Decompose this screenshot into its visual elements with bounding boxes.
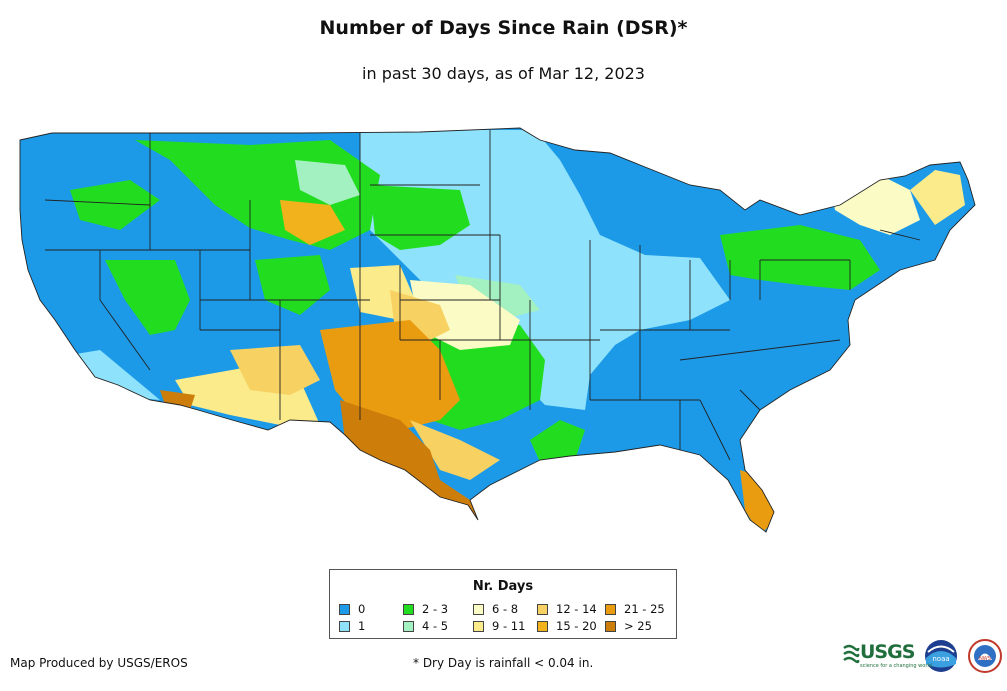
legend-item-21-25: 21 - 25	[605, 602, 665, 616]
legend-label: 21 - 25	[624, 602, 665, 616]
nws-logo-icon: NWS	[968, 639, 1002, 673]
legend-label: 1	[358, 619, 366, 633]
legend-swatch	[473, 603, 484, 615]
map-subtitle: in past 30 days, as of Mar 12, 2023	[362, 64, 645, 83]
region-12-14-southwest	[230, 345, 320, 395]
legend-label: 6 - 8	[492, 602, 519, 616]
legend-swatch	[339, 603, 350, 615]
legend-item-15-20: 15 - 20	[537, 619, 597, 633]
usgs-wave-icon	[843, 644, 860, 664]
legend-label: > 25	[624, 619, 652, 633]
usgs-tagline: science for a changing world	[860, 663, 932, 669]
noaa-text: noaa	[932, 655, 949, 663]
agency-logos: noaa NWS USGS science for a changing wor…	[842, 638, 1004, 680]
legend-swatch	[339, 620, 350, 632]
legend-swatch	[605, 603, 616, 615]
legend-label: 9 - 11	[492, 619, 526, 633]
legend-item-6-8: 6 - 8	[473, 602, 518, 616]
legend-label: 15 - 20	[556, 619, 597, 633]
usgs-wordmark: USGS	[860, 641, 915, 663]
region-15-20-wyoming	[280, 200, 345, 245]
legend-swatch	[403, 620, 414, 632]
legend-swatch	[537, 620, 548, 632]
legend-label: 12 - 14	[556, 602, 597, 616]
region-9-11-maine	[910, 170, 965, 225]
legend-item-over-25: > 25	[605, 619, 652, 633]
dsr-color-regions	[20, 128, 975, 532]
legend-item-0: 0	[339, 602, 365, 616]
legend-swatch	[473, 620, 484, 632]
region-2-3-nevada	[105, 260, 190, 335]
legend-swatch	[537, 603, 548, 615]
region-over-25-texas	[340, 400, 490, 530]
logo-graphics: noaa NWS	[843, 639, 1002, 673]
region-12-14-texas	[410, 420, 500, 480]
region-2-3-louisiana	[530, 420, 585, 462]
region-2-3-northwest	[70, 180, 160, 230]
legend-item-4-5: 4 - 5	[403, 619, 448, 633]
legend-item-2-3: 2 - 3	[403, 602, 448, 616]
legend-swatch	[605, 620, 616, 632]
map-title: Number of Days Since Rain (DSR)*	[319, 17, 688, 39]
legend-label: 0	[358, 602, 366, 616]
state-boundaries	[19, 127, 976, 533]
region-2-3-dakotas	[370, 185, 470, 250]
noaa-logo-icon: noaa	[925, 640, 957, 672]
nws-text: NWS	[979, 656, 991, 662]
legend-title: Nr. Days	[472, 579, 534, 594]
dry-day-footnote: * Dry Day is rainfall < 0.04 in.	[413, 656, 594, 670]
producer-credit: Map Produced by USGS/EROS	[10, 656, 188, 670]
legend: Nr. Days 0 1 2 - 3 4 - 5 6 - 8 9 - 11 12…	[329, 569, 677, 639]
legend-item-1: 1	[339, 619, 365, 633]
legend-item-12-14: 12 - 14	[537, 602, 597, 616]
region-4-5-montana	[295, 160, 360, 205]
legend-label: 4 - 5	[422, 619, 449, 633]
region-21-25-newmexico	[320, 320, 460, 430]
legend-swatch	[403, 603, 414, 615]
legend-label: 2 - 3	[422, 602, 449, 616]
legend-item-9-11: 9 - 11	[473, 619, 525, 633]
